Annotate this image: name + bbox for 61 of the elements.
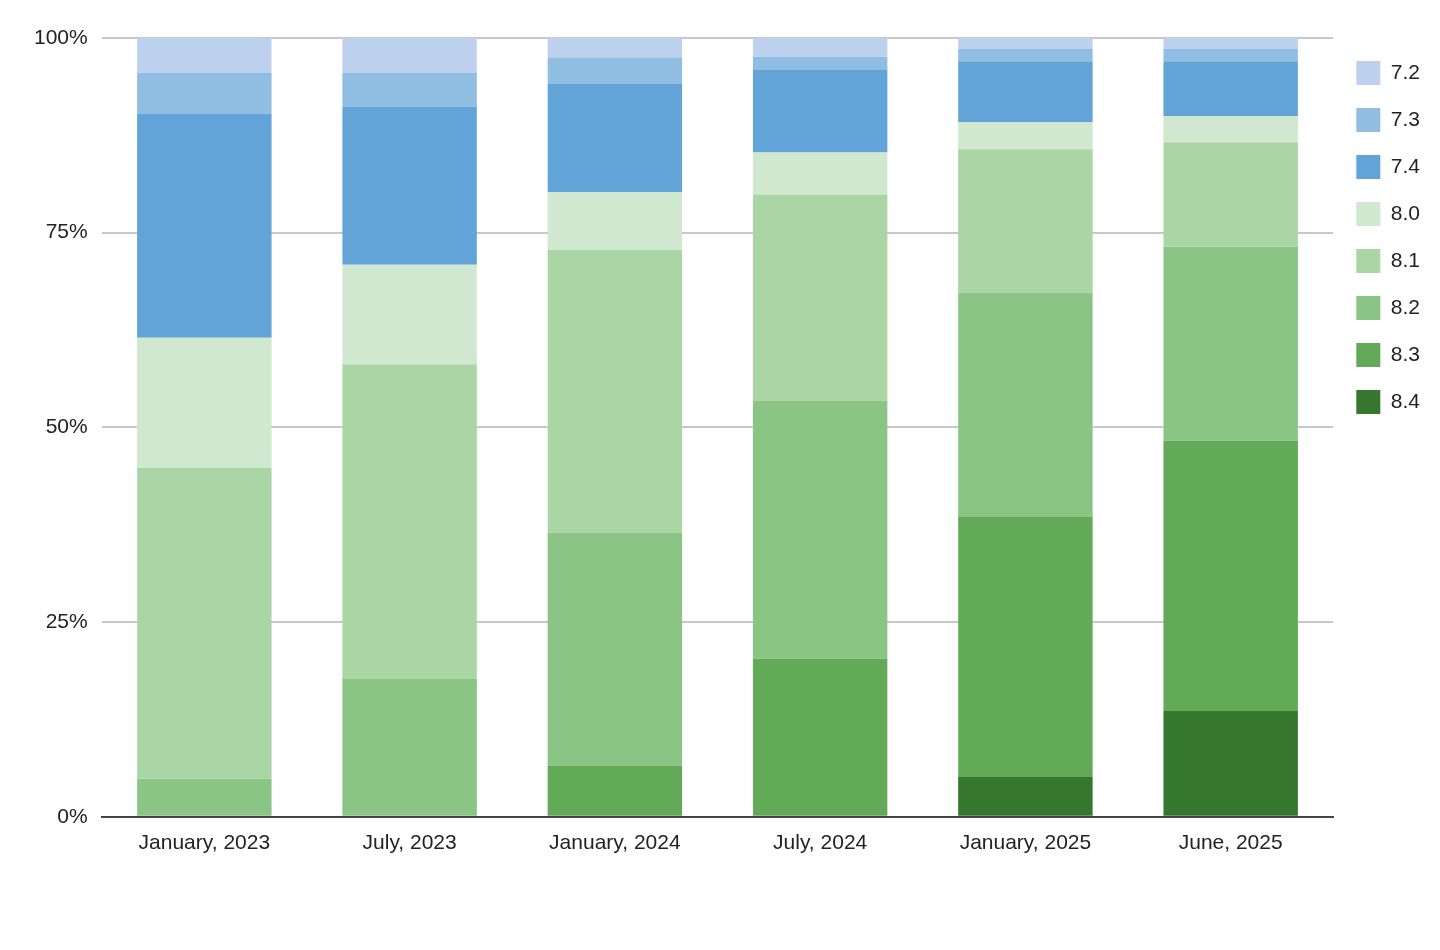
bar <box>137 38 272 74</box>
x-tick-label: July, 2024 <box>773 830 868 854</box>
x-tick-label: June, 2025 <box>1178 830 1283 854</box>
bar <box>137 73 272 114</box>
bar <box>752 400 888 659</box>
bar <box>137 467 272 779</box>
bar <box>958 516 1093 778</box>
legend-label: 8.2 <box>1390 294 1421 318</box>
bar <box>547 83 683 193</box>
y-tick-label: 100% <box>33 24 88 48</box>
bar <box>752 194 888 401</box>
bar <box>958 777 1093 816</box>
bar <box>1163 48 1298 62</box>
bar <box>547 192 683 250</box>
bar <box>547 765 683 816</box>
y-tick-label: 0% <box>57 803 88 827</box>
x-tick-label: July, 2023 <box>362 830 457 854</box>
bar <box>1163 710 1298 816</box>
bar <box>547 38 683 58</box>
bar <box>547 532 683 766</box>
bar <box>752 152 888 195</box>
bar <box>547 57 683 84</box>
bar <box>1163 115 1298 143</box>
bar <box>342 73 477 107</box>
bar <box>342 264 477 365</box>
bar <box>958 292 1093 517</box>
bar <box>342 364 477 679</box>
bar <box>752 658 888 816</box>
bar <box>547 249 683 533</box>
bar <box>958 61 1093 123</box>
bar <box>342 38 477 74</box>
legend-label: 8.0 <box>1390 200 1421 224</box>
legend-label: 7.2 <box>1390 59 1421 83</box>
bar <box>1163 246 1298 441</box>
legend-label: 8.1 <box>1390 247 1421 271</box>
y-tick-label: 75% <box>45 219 88 243</box>
bar <box>752 38 888 57</box>
bar <box>137 778 272 816</box>
bar <box>1163 38 1298 49</box>
y-tick-label: 25% <box>45 608 88 632</box>
bar <box>752 56 888 70</box>
bar <box>137 337 272 468</box>
bar <box>1163 61 1298 116</box>
bar <box>137 113 272 338</box>
bar <box>342 106 477 265</box>
y-tick-label: 50% <box>45 414 88 438</box>
bar <box>752 69 888 153</box>
bar <box>958 149 1093 293</box>
legend-label: 8.4 <box>1390 388 1421 412</box>
legend-label: 8.3 <box>1390 341 1421 365</box>
x-tick-label: January, 2024 <box>549 830 681 854</box>
bar <box>1163 440 1298 711</box>
x-tick-label: January, 2023 <box>138 830 271 854</box>
bar <box>342 678 477 816</box>
legend-label: 7.4 <box>1390 153 1421 177</box>
bar <box>958 48 1093 62</box>
bar <box>958 38 1093 49</box>
bar <box>958 122 1093 150</box>
legend-label: 7.3 <box>1390 106 1421 130</box>
x-tick-label: January, 2025 <box>959 830 1092 854</box>
bar <box>1163 142 1298 247</box>
